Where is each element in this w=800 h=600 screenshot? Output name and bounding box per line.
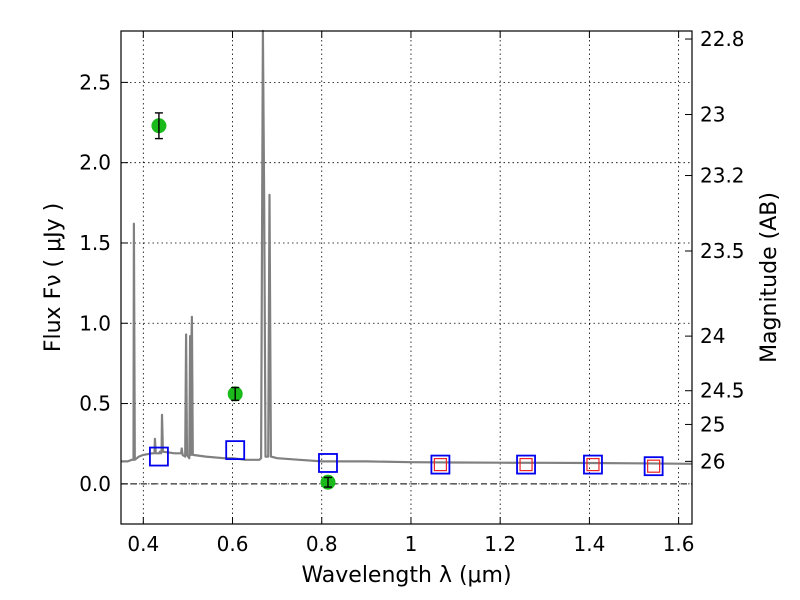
model-photometry-marker	[149, 446, 169, 467]
x-tick-label: 1.4	[573, 532, 605, 556]
y-axis-right: 22.8 23 23.2 23.5 24 24.5 25 26	[685, 27, 745, 473]
y-right-tick-label: 22.8	[700, 27, 745, 51]
x-axis-label: Wavelength λ (μm)	[301, 563, 511, 588]
y-right-tick-label: 26	[700, 449, 725, 473]
x-tick-label: 1.6	[663, 532, 695, 556]
model-photometry-red-marker	[433, 457, 448, 472]
x-tick-label: 1	[405, 532, 418, 556]
model-photometry-marker	[643, 456, 664, 477]
x-tick-label: 1.2	[484, 532, 516, 556]
model-photometry-marker	[225, 440, 246, 461]
spectrum-line	[121, 29, 693, 465]
y-right-tick-label: 24.5	[700, 379, 745, 403]
model-photometry-red-marker	[586, 457, 600, 472]
y-tick-label: 1.0	[79, 311, 111, 335]
y-right-tick-label: 25	[700, 412, 725, 436]
x-axis: 0.4 0.6 0.8 1 1.2 1.4 1.6	[127, 31, 695, 556]
y-tick-label: 1.5	[79, 231, 111, 255]
y-tick-label: 2.5	[79, 70, 111, 94]
plot-area	[121, 29, 693, 490]
model-photometry-red-marker	[647, 459, 661, 473]
plot-frame	[120, 30, 693, 525]
y-right-tick-label: 24	[700, 324, 725, 348]
grid	[121, 31, 692, 524]
model-photometry-red-marker	[519, 457, 533, 472]
model-photometry-marker	[430, 454, 451, 475]
model-photometry-marker	[516, 454, 536, 475]
y-tick-label: 0.0	[79, 472, 111, 496]
y-tick-label: 0.5	[79, 392, 111, 416]
model-photometry-marker	[583, 454, 603, 475]
x-tick-label: 0.8	[306, 532, 338, 556]
y-right-tick-label: 23.2	[700, 164, 745, 188]
y-right-tick-label: 23	[700, 103, 725, 127]
y-axis-left: 0.0 0.5 1.0 1.5 2.0 2.5	[79, 70, 128, 496]
y-axis-label: Flux Fν ( μJy )	[41, 203, 66, 352]
y-tick-label: 2.0	[79, 151, 111, 175]
y-right-tick-label: 23.5	[700, 239, 745, 263]
x-tick-label: 0.4	[127, 532, 159, 556]
x-tick-label: 0.6	[217, 532, 249, 556]
y-axis-right-label: Magnitude (AB)	[757, 192, 782, 363]
model-photometry-marker	[318, 453, 338, 473]
